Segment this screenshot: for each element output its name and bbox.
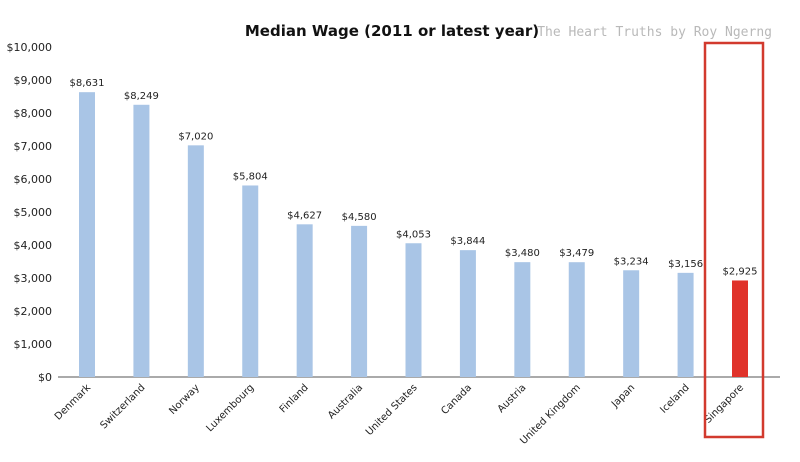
singapore-highlight-box <box>703 41 765 439</box>
data-label: $5,804 <box>233 171 268 182</box>
bars <box>79 92 748 378</box>
bar <box>351 225 368 377</box>
chart-title: Median Wage (2011 or latest year) <box>245 22 539 40</box>
x-tick-label: Australia <box>326 382 365 421</box>
bar <box>514 262 531 377</box>
data-label: $4,580 <box>342 212 377 223</box>
bar <box>623 270 640 377</box>
y-tick-label: $9,000 <box>14 74 53 87</box>
x-tick-label: United States <box>364 382 420 438</box>
x-tick-label: Iceland <box>658 382 691 415</box>
y-tick-label: $5,000 <box>14 206 53 219</box>
y-tick-label: $8,000 <box>14 107 53 120</box>
x-tick-label: Norway <box>167 382 202 417</box>
y-tick-label: $10,000 <box>7 41 53 54</box>
bar <box>405 243 422 377</box>
x-tick-label: Luxembourg <box>205 382 257 434</box>
x-tick-label: Canada <box>439 382 474 417</box>
y-tick-label: $1,000 <box>14 338 53 351</box>
data-label: $8,631 <box>70 78 105 89</box>
bar <box>187 145 204 377</box>
x-tick-label: Japan <box>609 382 637 410</box>
bar <box>296 224 313 377</box>
bar <box>459 250 476 377</box>
x-tick-label: Finland <box>278 382 311 415</box>
data-label: $3,479 <box>559 248 594 259</box>
y-tick-label: $4,000 <box>14 239 53 252</box>
data-label: $7,020 <box>178 131 213 142</box>
bar <box>133 104 150 378</box>
x-tick-label: Austria <box>496 382 529 415</box>
data-label: $4,053 <box>396 229 431 240</box>
x-tick-label: Switzerland <box>99 382 148 431</box>
data-labels: $8,631 $8,249 $7,020 $5,804 $4,627 $4,580 $4,0… <box>70 78 758 277</box>
data-label: $4,627 <box>287 210 322 221</box>
x-axis-ticks: Denmark Switzerland Norway Luxembourg Finlan… <box>53 382 746 447</box>
y-tick-label: $0 <box>38 371 52 384</box>
y-tick-label: $7,000 <box>14 140 53 153</box>
bar <box>732 280 748 377</box>
y-tick-label: $6,000 <box>14 173 53 186</box>
data-label: $8,249 <box>124 91 159 102</box>
bar <box>242 185 259 377</box>
bar <box>79 92 95 377</box>
y-tick-label: $2,000 <box>14 305 53 318</box>
x-tick-label: United Kingdom <box>518 382 583 447</box>
data-label: $3,234 <box>614 256 649 267</box>
data-label: $3,480 <box>505 248 540 259</box>
x-tick-label: Denmark <box>53 382 93 422</box>
watermark: The Heart Truths by Roy Ngerng <box>537 25 772 40</box>
y-tick-label: $3,000 <box>14 272 53 285</box>
data-label: $3,156 <box>668 259 703 270</box>
data-label: $3,844 <box>450 236 485 247</box>
x-tick-label: Singapore <box>703 382 746 425</box>
data-label: $2,925 <box>723 266 758 277</box>
bar <box>568 262 585 377</box>
bar <box>677 272 694 377</box>
y-axis-ticks: $0 $1,000 $2,000 $3,000 $4,000 $5,000 $6,000 $7… <box>7 41 53 384</box>
